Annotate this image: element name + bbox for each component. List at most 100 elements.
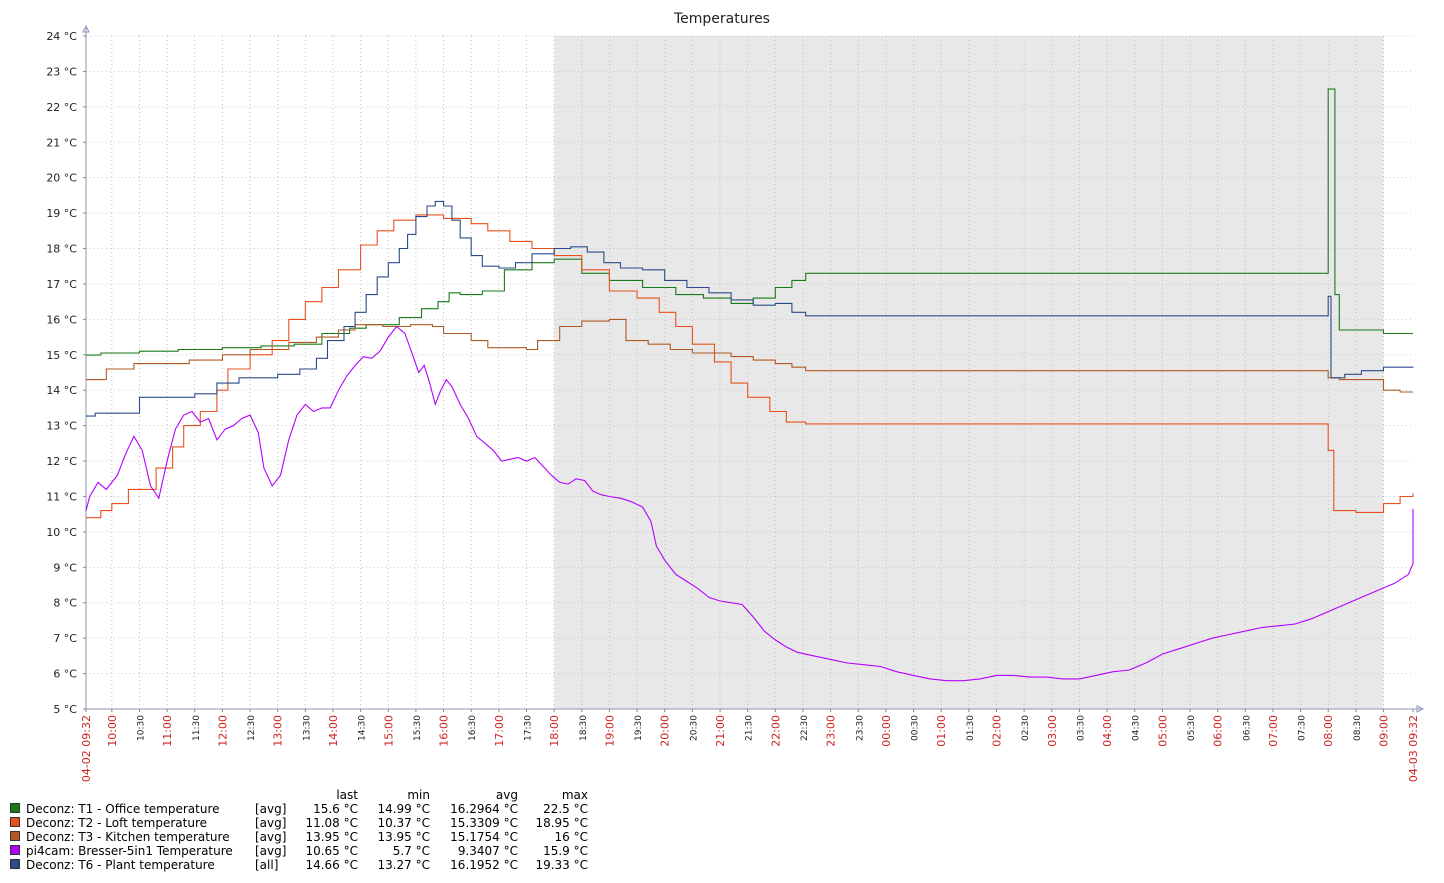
x-tick-label: 07:00 (1267, 715, 1280, 747)
x-tick-label: 13:00 (272, 715, 285, 747)
y-tick-label: 13 °C (46, 420, 77, 433)
x-tick-label: 05:30 (1187, 715, 1197, 741)
x-tick-label: 00:00 (880, 715, 893, 747)
x-tick-label: 10:30 (136, 715, 146, 741)
legend-header-min: min (407, 788, 430, 802)
x-tick-label: 02:30 (1021, 715, 1031, 741)
legend-series-avg: 9.3407 °C (457, 844, 518, 858)
x-tick-label: 09:00 (1378, 715, 1391, 747)
legend-swatch (10, 803, 20, 813)
legend-series-agg: [avg] (255, 802, 287, 816)
y-tick-label: 17 °C (46, 278, 77, 291)
x-tick-label: 21:30 (745, 715, 755, 741)
legend-series-last: 13.95 °C (305, 830, 358, 844)
legend-series-max: 16 °C (554, 830, 588, 844)
x-tick-label: 07:30 (1298, 715, 1308, 741)
x-tick-label: 00:30 (911, 715, 921, 741)
x-tick-label: 13:30 (302, 715, 312, 741)
x-tick-label: 04:30 (1132, 715, 1142, 741)
legend: last min avg max Deconz: T1 - Office tem… (0, 788, 620, 872)
legend-series-avg: 15.1754 °C (450, 830, 518, 844)
legend-series-last: 14.66 °C (305, 858, 358, 872)
x-tick-label: 16:30 (468, 715, 478, 741)
legend-row: Deconz: T6 - Plant temperature [all] 14.66… (0, 858, 620, 872)
y-tick-label: 6 °C (53, 668, 77, 681)
x-tick-label: 11:00 (161, 715, 174, 747)
y-tick-label: 9 °C (53, 561, 77, 574)
legend-series-avg: 15.3309 °C (450, 816, 518, 830)
x-tick-label: 15:00 (382, 715, 395, 747)
x-tick-label: 02:00 (990, 715, 1003, 747)
y-tick-label: 24 °C (46, 30, 77, 43)
legend-series-max: 19.33 °C (535, 858, 588, 872)
legend-series-min: 13.27 °C (377, 858, 430, 872)
x-tick-label: 16:00 (438, 715, 451, 747)
x-tick-label: 19:00 (603, 715, 616, 747)
legend-swatch (10, 817, 20, 827)
x-tick-label: 06:00 (1212, 715, 1225, 747)
x-tick-label: 17:30 (524, 715, 534, 741)
x-tick-label: 22:00 (769, 715, 782, 747)
x-tick-label: 12:00 (216, 715, 229, 747)
legend-row: Deconz: T2 - Loft temperature [avg] 11.08 … (0, 816, 620, 830)
x-tick-label: 17:00 (493, 715, 506, 747)
legend-series-min: 14.99 °C (377, 802, 430, 816)
x-tick-label: 08:00 (1322, 715, 1335, 747)
x-tick-label: 23:30 (855, 715, 865, 741)
series-line-4 (85, 325, 1414, 682)
x-tick-label: 18:30 (579, 715, 589, 741)
legend-series-max: 15.9 °C (543, 844, 588, 858)
y-tick-label: 7 °C (53, 632, 77, 645)
legend-series-last: 11.08 °C (305, 816, 358, 830)
legend-series-name: pi4cam: Bresser-5in1 Temperature (26, 844, 233, 858)
x-tick-label: 20:00 (659, 715, 672, 747)
temperature-chart: Temperatures 5 °C 6 °C 7 °C 8 °C 9 °C 10 °C 11… (46, 11, 1425, 782)
x-tick-label: 20:30 (689, 715, 699, 741)
y-tick-label: 20 °C (46, 172, 77, 185)
x-tick-label: 05:00 (1156, 715, 1169, 747)
legend-row: Deconz: T1 - Office temperature [avg] 15.6… (0, 802, 620, 816)
x-tick-label: 22:30 (800, 715, 810, 741)
legend-series-max: 18.95 °C (535, 816, 588, 830)
legend-series-min: 13.95 °C (377, 830, 430, 844)
legend-series-avg: 16.1952 °C (450, 858, 518, 872)
y-tick-label: 21 °C (46, 136, 77, 149)
legend-series-max: 22.5 °C (543, 802, 588, 816)
x-tick-label: 14:30 (358, 715, 368, 741)
x-tick-label: 03:00 (1046, 715, 1059, 747)
x-tick-label: 03:30 (1076, 715, 1086, 741)
x-tick-label: 21:00 (714, 715, 727, 747)
y-tick-label: 10 °C (46, 526, 77, 539)
legend-row: Deconz: T3 - Kitchen temperature [avg] 13.… (0, 830, 620, 844)
legend-header-avg: avg (495, 788, 518, 802)
y-tick-label: 5 °C (53, 703, 77, 716)
legend-series-agg: [all] (255, 858, 279, 872)
x-tick-label: 11:30 (192, 715, 202, 741)
legend-series-avg: 16.2964 °C (450, 802, 518, 816)
legend-series-name: Deconz: T3 - Kitchen temperature (26, 830, 230, 844)
series-line-3 (86, 318, 1413, 393)
x-tick-label: 18:00 (548, 715, 561, 747)
x-tick-label: 04:00 (1101, 715, 1114, 747)
y-tick-label: 18 °C (46, 243, 77, 256)
x-start-label: 04-02 09:32 (80, 715, 93, 782)
legend-swatch (10, 845, 20, 855)
legend-swatch (10, 859, 20, 869)
legend-series-min: 10.37 °C (377, 816, 430, 830)
y-tick-label: 8 °C (53, 597, 77, 610)
x-axis-arrow (1416, 705, 1425, 713)
x-tick-label: 08:30 (1353, 715, 1363, 741)
x-tick-label: 06:30 (1242, 715, 1252, 741)
y-tick-label: 16 °C (46, 313, 77, 326)
x-tick-label: 19:30 (634, 715, 644, 741)
y-tick-label: 12 °C (46, 455, 77, 468)
x-tick-label: 01:00 (935, 715, 948, 747)
legend-swatch (10, 831, 20, 841)
legend-series-name: Deconz: T1 - Office temperature (26, 802, 220, 816)
legend-series-name: Deconz: T2 - Loft temperature (26, 816, 208, 830)
legend-header-last: last (336, 788, 358, 802)
legend-series-last: 10.65 °C (305, 844, 358, 858)
x-end-label: 04-03 09:32 (1407, 715, 1420, 782)
x-tick-label: 12:30 (247, 715, 257, 741)
chart-title: Temperatures (673, 11, 770, 27)
